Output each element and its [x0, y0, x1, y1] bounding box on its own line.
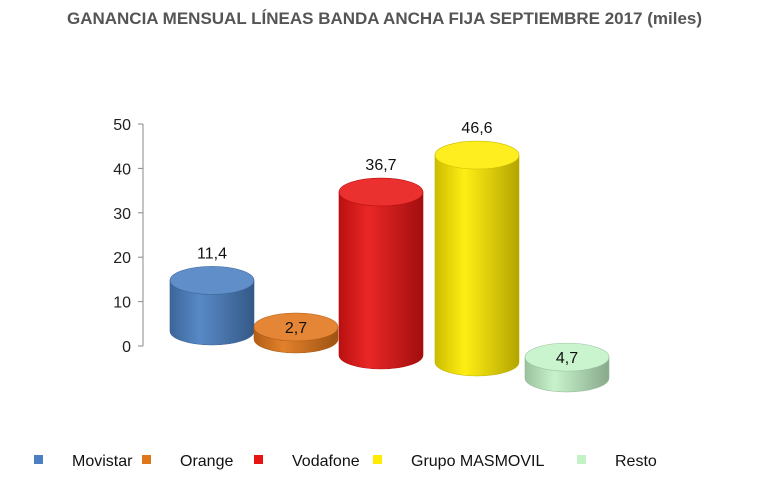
legend-swatch — [142, 455, 151, 464]
bar-top — [524, 342, 610, 372]
legend-swatch — [34, 455, 43, 464]
bar-body — [169, 280, 255, 346]
legend-swatch — [577, 455, 586, 464]
data-label: 36,7 — [365, 157, 396, 174]
legend-label: Resto — [615, 453, 657, 470]
bar-top — [338, 177, 424, 207]
legend-item: Movistar — [34, 453, 133, 470]
bar-top — [169, 266, 255, 295]
y-tick-label: 0 — [122, 339, 131, 356]
y-tick-label: 10 — [113, 295, 131, 312]
legend-swatch — [373, 455, 382, 464]
y-tick-label: 40 — [113, 161, 131, 178]
legend-swatch — [254, 455, 263, 464]
bar-top — [253, 312, 339, 342]
legend-label: Movistar — [72, 453, 133, 470]
legend-label: Grupo MASMOVIL — [411, 453, 544, 470]
data-label: 46,6 — [461, 120, 492, 137]
bar-vodafone — [338, 177, 424, 370]
legend-item: Orange — [142, 453, 233, 470]
data-label: 4,7 — [556, 350, 578, 367]
data-labels: 11,4 2,7 36,7 46,6 4,7 — [197, 120, 578, 367]
bars — [169, 140, 610, 393]
legend-item: Vodafone — [254, 453, 360, 470]
y-tick-label: 50 — [113, 117, 131, 134]
bar-grupo-masmovil — [434, 140, 520, 377]
data-label: 11,4 — [197, 245, 227, 262]
legend: Movistar Orange Vodafone Grupo MASMOVIL Rest… — [34, 453, 657, 470]
bar-body — [338, 191, 424, 370]
bar-orange — [253, 312, 339, 354]
legend-label: Vodafone — [292, 453, 360, 470]
bar-body — [434, 154, 520, 377]
y-axis: 0 10 20 30 40 50 — [113, 117, 144, 356]
bar-resto — [524, 342, 610, 393]
data-label: 2,7 — [285, 320, 307, 337]
chart-title: GANANCIA MENSUAL LÍNEAS BANDA ANCHA FIJA… — [66, 9, 703, 28]
legend-label: Orange — [180, 453, 233, 470]
legend-item: Resto — [577, 453, 657, 470]
y-tick-label: 30 — [113, 206, 131, 223]
legend-item: Grupo MASMOVIL — [373, 453, 544, 470]
bar-movistar — [169, 266, 255, 346]
y-tick-label: 20 — [113, 250, 131, 267]
bar-top — [434, 140, 520, 170]
